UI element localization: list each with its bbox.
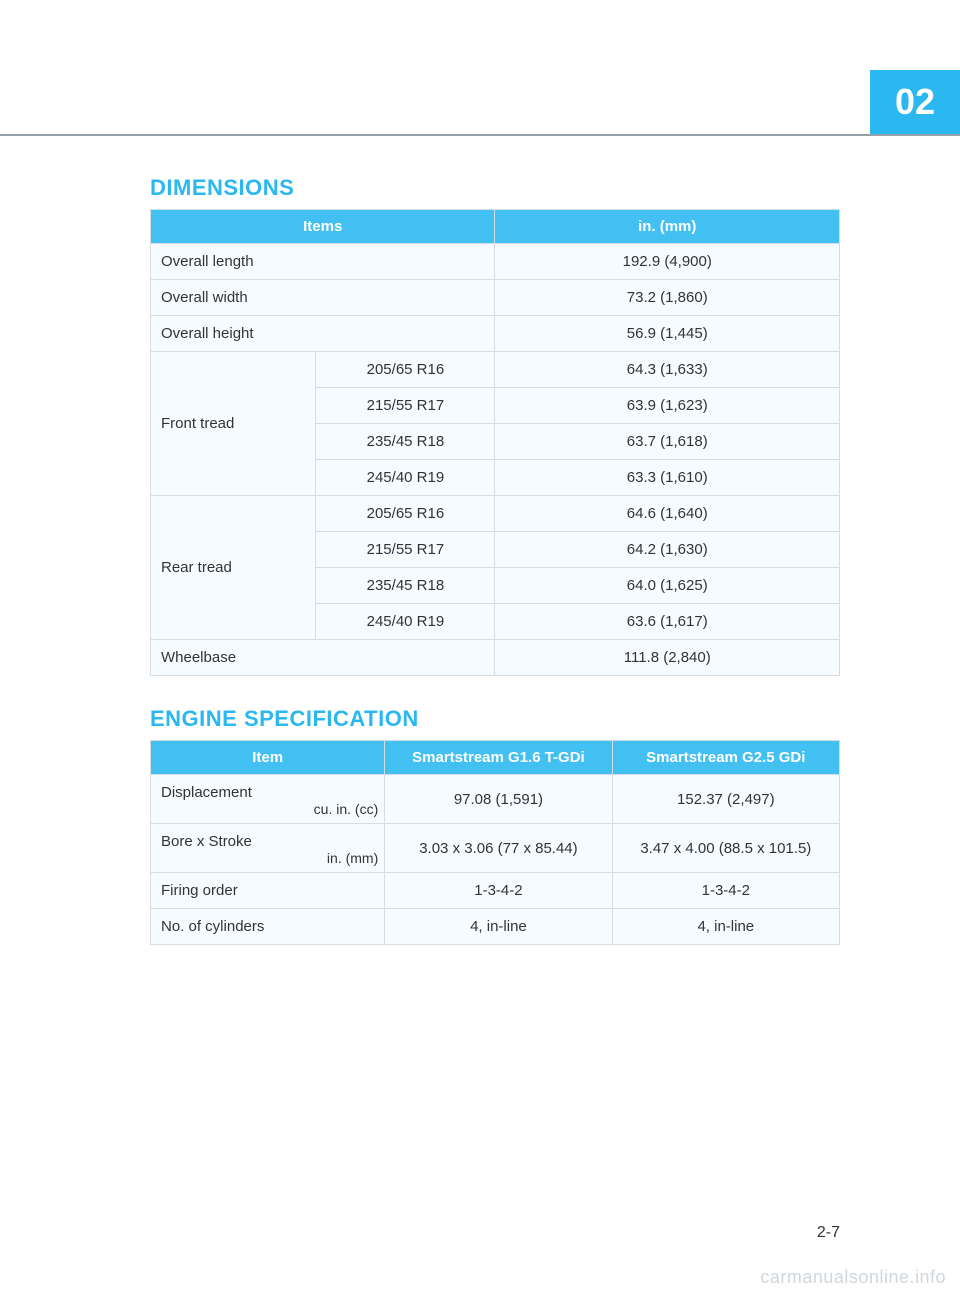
tire-spec: 215/55 R17 — [316, 532, 495, 568]
table-row: Overall width 73.2 (1,860) — [151, 280, 840, 316]
page-number: 2-7 — [817, 1224, 840, 1242]
table-row: Displacement cu. in. (cc) 97.08 (1,591) … — [151, 775, 840, 824]
row-label: No. of cylinders — [151, 909, 385, 945]
tire-spec: 245/40 R19 — [316, 460, 495, 496]
table-row: Wheelbase 111.8 (2,840) — [151, 640, 840, 676]
engine-title: ENGINE SPECIFICATION — [150, 706, 840, 732]
row-label: Overall length — [151, 244, 495, 280]
header-items: Items — [151, 210, 495, 244]
row-value: 1-3-4-2 — [385, 873, 612, 909]
table-header-row: Item Smartstream G1.6 T-GDi Smartstream … — [151, 741, 840, 775]
header-engine-2: Smartstream G2.5 GDi — [612, 741, 839, 775]
top-rule — [0, 134, 960, 136]
row-value: 63.7 (1,618) — [495, 424, 840, 460]
row-value: 192.9 (4,900) — [495, 244, 840, 280]
tire-spec: 205/65 R16 — [316, 496, 495, 532]
row-value: 64.6 (1,640) — [495, 496, 840, 532]
engine-section: ENGINE SPECIFICATION Item Smartstream G1… — [150, 706, 840, 945]
row-value: 152.37 (2,497) — [612, 775, 839, 824]
table-row: Rear tread 205/65 R16 64.6 (1,640) — [151, 496, 840, 532]
row-value: 64.2 (1,630) — [495, 532, 840, 568]
table-row: Overall length 192.9 (4,900) — [151, 244, 840, 280]
row-value: 63.9 (1,623) — [495, 388, 840, 424]
row-value: 3.47 x 4.00 (88.5 x 101.5) — [612, 824, 839, 873]
row-value: 4, in-line — [385, 909, 612, 945]
header-engine-1: Smartstream G1.6 T-GDi — [385, 741, 612, 775]
table-row: Overall height 56.9 (1,445) — [151, 316, 840, 352]
tire-spec: 235/45 R18 — [316, 424, 495, 460]
row-label: Overall height — [151, 316, 495, 352]
row-label: Wheelbase — [151, 640, 495, 676]
unit-text: cu. in. (cc) — [314, 801, 379, 817]
row-value: 64.0 (1,625) — [495, 568, 840, 604]
table-header-row: Items in. (mm) — [151, 210, 840, 244]
watermark: carmanualsonline.info — [760, 1267, 946, 1288]
row-value: 56.9 (1,445) — [495, 316, 840, 352]
row-label: Firing order — [151, 873, 385, 909]
tire-spec: 235/45 R18 — [316, 568, 495, 604]
row-label: Displacement cu. in. (cc) — [151, 775, 385, 824]
front-tread-label: Front tread — [151, 352, 316, 496]
row-value: 63.6 (1,617) — [495, 604, 840, 640]
header-measure: in. (mm) — [495, 210, 840, 244]
row-value: 73.2 (1,860) — [495, 280, 840, 316]
row-value: 64.3 (1,633) — [495, 352, 840, 388]
dimensions-table: Items in. (mm) Overall length 192.9 (4,9… — [150, 209, 840, 676]
row-value: 1-3-4-2 — [612, 873, 839, 909]
tire-spec: 245/40 R19 — [316, 604, 495, 640]
table-row: Front tread 205/65 R16 64.3 (1,633) — [151, 352, 840, 388]
label-text: Bore x Stroke — [161, 833, 252, 850]
row-value: 4, in-line — [612, 909, 839, 945]
row-value: 63.3 (1,610) — [495, 460, 840, 496]
engine-table: Item Smartstream G1.6 T-GDi Smartstream … — [150, 740, 840, 945]
chapter-tab: 02 — [870, 70, 960, 134]
row-value: 111.8 (2,840) — [495, 640, 840, 676]
row-value: 3.03 x 3.06 (77 x 85.44) — [385, 824, 612, 873]
row-label: Bore x Stroke in. (mm) — [151, 824, 385, 873]
tire-spec: 205/65 R16 — [316, 352, 495, 388]
rear-tread-label: Rear tread — [151, 496, 316, 640]
table-row: No. of cylinders 4, in-line 4, in-line — [151, 909, 840, 945]
unit-text: in. (mm) — [327, 850, 378, 866]
label-text: Displacement — [161, 784, 252, 801]
row-label: Overall width — [151, 280, 495, 316]
header-item: Item — [151, 741, 385, 775]
row-value: 97.08 (1,591) — [385, 775, 612, 824]
table-row: Bore x Stroke in. (mm) 3.03 x 3.06 (77 x… — [151, 824, 840, 873]
table-row: Firing order 1-3-4-2 1-3-4-2 — [151, 873, 840, 909]
tire-spec: 215/55 R17 — [316, 388, 495, 424]
dimensions-title: DIMENSIONS — [150, 175, 840, 201]
page-content: DIMENSIONS Items in. (mm) Overall length… — [150, 175, 840, 945]
